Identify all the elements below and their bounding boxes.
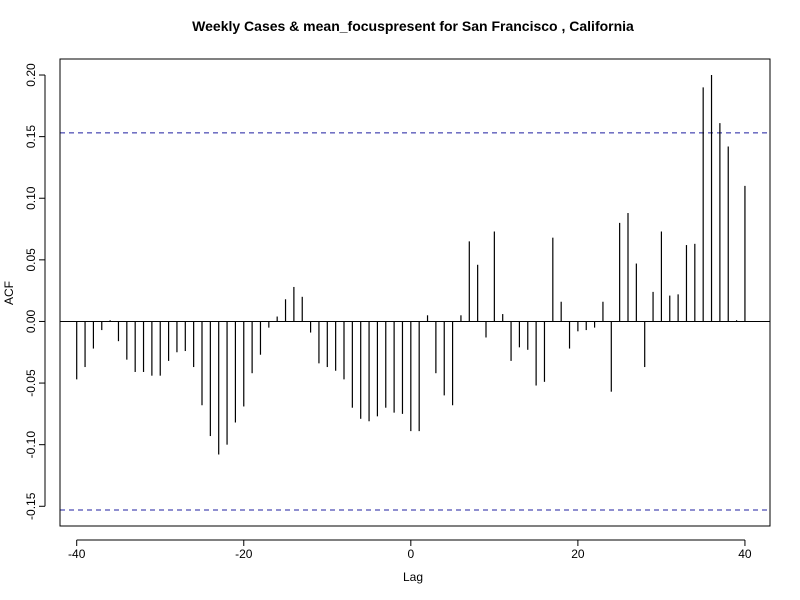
y-axis-label: ACF xyxy=(2,281,16,305)
x-tick-label: -40 xyxy=(68,547,86,561)
y-tick-label: 0.20 xyxy=(24,63,38,87)
y-tick-label: -0.15 xyxy=(24,492,38,520)
y-tick-label: 0.10 xyxy=(24,186,38,210)
y-tick-label: 0.15 xyxy=(24,125,38,149)
x-tick-label: -20 xyxy=(235,547,253,561)
y-tick-label: 0.00 xyxy=(24,309,38,333)
plot-frame xyxy=(59,58,771,527)
y-tick-label: -0.05 xyxy=(24,369,38,397)
x-tick-label: 0 xyxy=(407,547,414,561)
y-tick-label: 0.05 xyxy=(24,248,38,272)
x-axis-label: Lag xyxy=(403,570,423,584)
y-tick-label: -0.10 xyxy=(24,431,38,459)
plot-area: -40 -20 0 20 40 -0.15 -0.10 -0.05 0.00 0.05 0.10 0.… xyxy=(24,63,770,561)
x-tick-label: 40 xyxy=(738,547,752,561)
chart-title: Weekly Cases & mean_focuspresent for San… xyxy=(192,18,634,34)
x-tick-label: 20 xyxy=(571,547,585,561)
